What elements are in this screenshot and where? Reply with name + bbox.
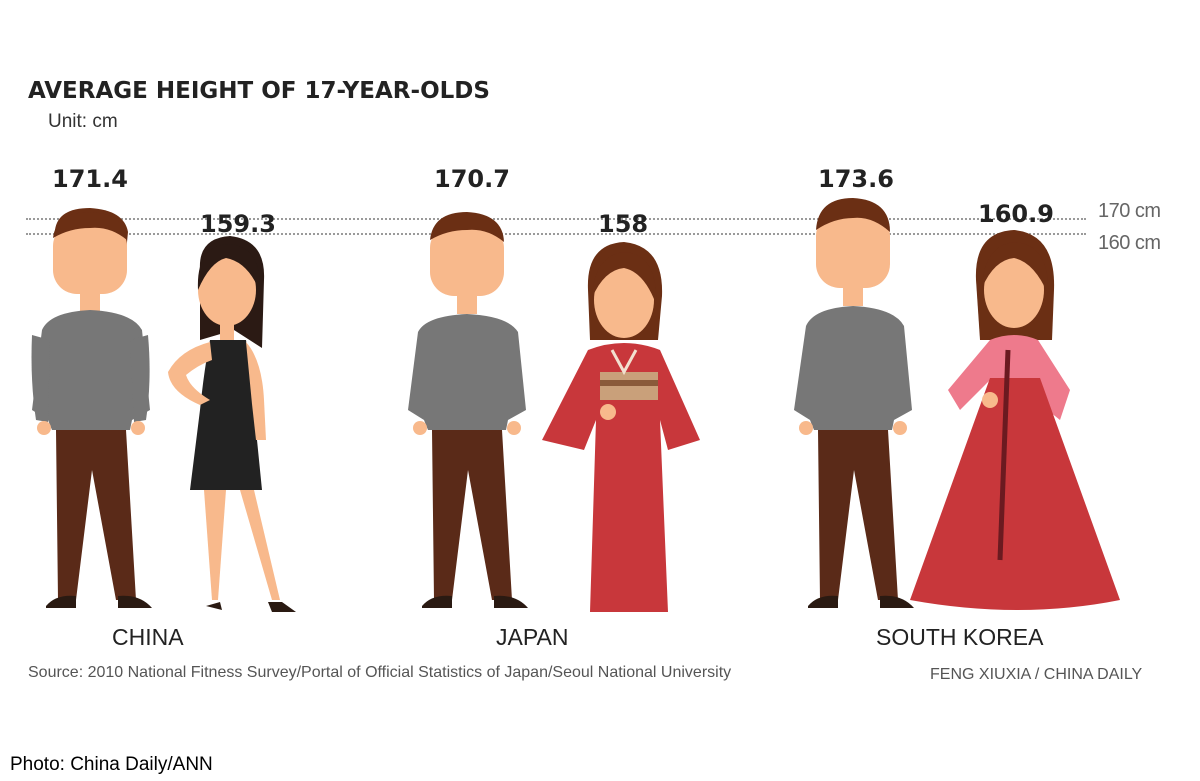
value-label-korea-female: 160.9 xyxy=(978,200,1054,228)
reference-line-160 xyxy=(26,233,1086,235)
category-label-china: CHINA xyxy=(112,624,184,650)
reference-label-160: 160 cm xyxy=(1098,232,1161,254)
reference-label-170: 170 cm xyxy=(1098,200,1161,222)
china-male-figure xyxy=(31,208,152,608)
unit-label: Unit: cm xyxy=(48,111,118,132)
china-female-figure xyxy=(168,236,296,612)
photo-credit: Photo: China Daily/ANN xyxy=(10,754,213,775)
reference-line-170 xyxy=(26,218,1086,220)
korea-female-figure xyxy=(910,230,1120,610)
value-label-china-female: 159.3 xyxy=(200,210,276,238)
korea-male-figure xyxy=(794,198,914,608)
category-label-japan: JAPAN xyxy=(496,624,569,650)
value-label-japan-female: 158 xyxy=(598,210,649,238)
value-label-china-male: 171.4 xyxy=(52,165,128,193)
japan-male-figure xyxy=(408,212,528,608)
japan-female-figure xyxy=(542,242,700,612)
source-note: Source: 2010 National Fitness Survey/Por… xyxy=(28,664,732,681)
graphic-credit: FENG XIUXIA / CHINA DAILY xyxy=(930,666,1143,683)
value-label-japan-male: 170.7 xyxy=(434,165,510,193)
category-label-south-korea: SOUTH KOREA xyxy=(876,624,1044,650)
value-label-korea-male: 173.6 xyxy=(818,165,894,193)
chart-title: AVERAGE HEIGHT OF 17-YEAR-OLDS xyxy=(28,78,490,104)
